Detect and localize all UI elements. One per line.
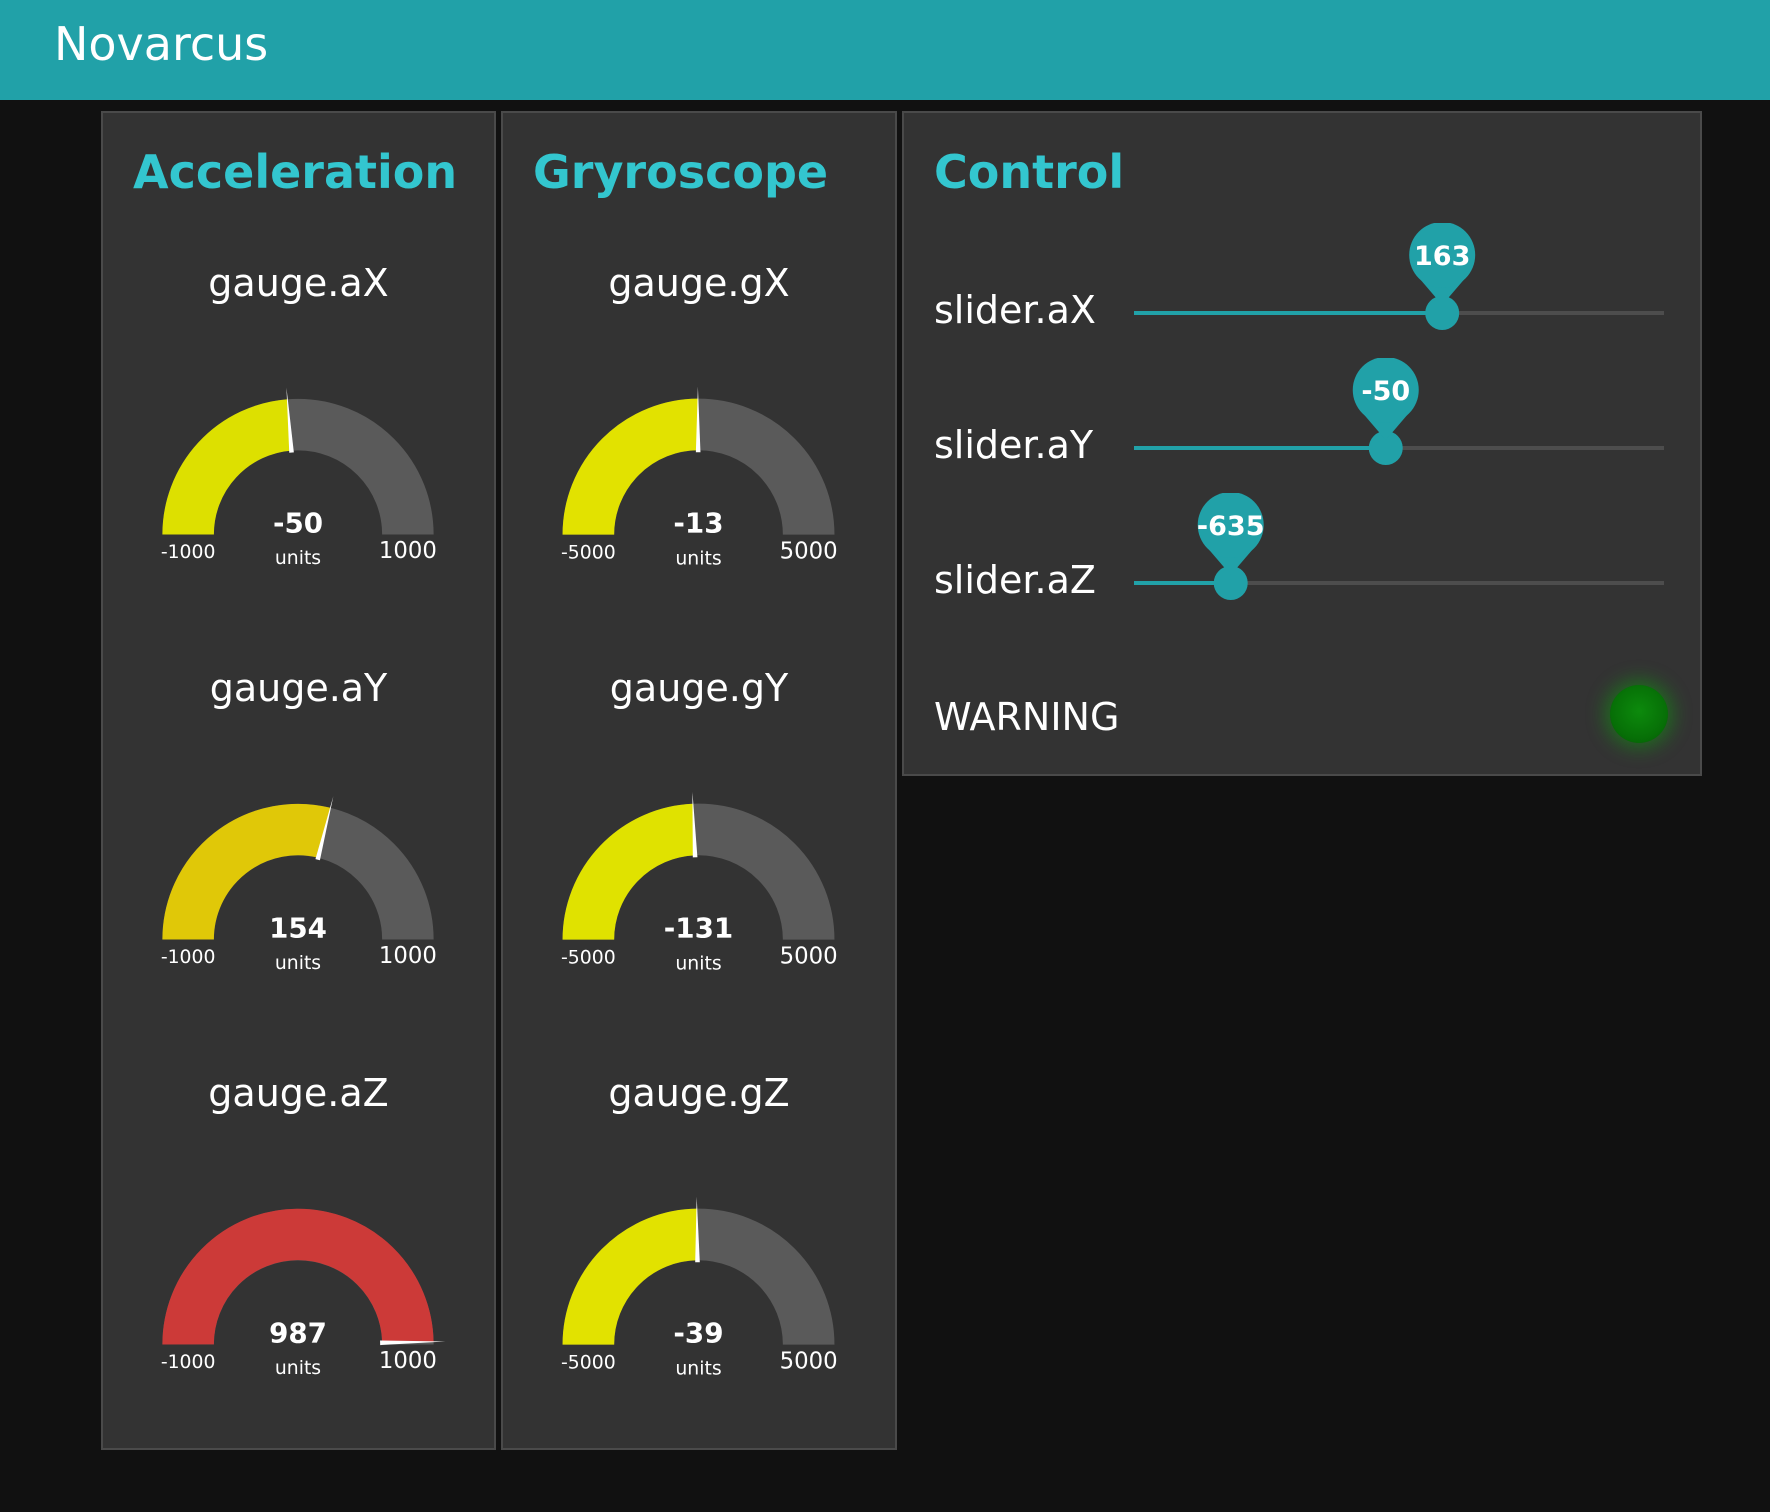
gauge-label-gx: gauge.gX [608,261,790,305]
slider-value: -50 [1361,376,1410,407]
gauge-min: -5000 [561,947,616,968]
gauge-value-arc [162,1208,434,1346]
gauge-max: 5000 [780,1348,838,1374]
gauge-ax: -50 units -1000 1000 [161,387,437,569]
gauge-min: -1000 [161,542,216,563]
gauge-value-arc [562,803,696,941]
gauge-needle [380,1340,446,1346]
gauge-max: 1000 [379,943,437,969]
slider-ay[interactable]: -50 [1124,358,1674,478]
gauge-units: units [675,1358,721,1379]
panel-acceleration: Acceleration gauge.aX -50 units -1000 1000 … [101,111,496,1450]
gauge-value: -39 [673,1317,723,1350]
slider-value-pin [1352,358,1419,423]
gauge-units: units [275,953,321,974]
slider-thumb[interactable] [1368,431,1403,465]
gauge-needle [692,791,698,858]
gauge-max: 1000 [379,538,437,564]
gauge-value-arc [562,1208,699,1346]
slider-value-pin [1197,493,1264,558]
slider-label-az: slider.aZ [934,558,1096,602]
slider-ax[interactable]: 163 [1124,223,1674,343]
slider-az[interactable]: -635 [1124,493,1674,613]
gauge-units: units [675,548,721,569]
panel-control: Control slider.aX 163 slider.aY -50 slid… [902,111,1702,776]
gauge-label-gy: gauge.gY [609,666,789,710]
gauge-gx: -13 units -5000 5000 [561,386,838,569]
gauge-min: -5000 [561,1352,616,1373]
gauge-gy: -131 units -5000 5000 [561,791,838,974]
gauge-min: -5000 [561,542,616,563]
gauge-value: -13 [673,507,723,540]
gauge-label-az: gauge.aZ [208,1071,389,1115]
gauge-min: -1000 [161,1352,216,1373]
gauge-max: 5000 [780,943,838,969]
gauge-needle [315,796,334,861]
gauge-value-arc [162,399,293,536]
slider-label-ax: slider.aX [934,288,1096,332]
gauge-value: 987 [269,1316,327,1349]
gauge-needle [695,1196,700,1263]
gauge-az: 987 units -1000 1000 [161,1208,446,1379]
gauge-value-arc [562,398,700,536]
panel-title-control: Control [934,145,1125,199]
gauge-label-ax: gauge.aX [208,261,389,305]
slider-thumb[interactable] [1425,296,1460,330]
gauge-ay: 154 units -1000 1000 [161,796,437,974]
gauge-value: -131 [664,912,733,945]
gauge-units: units [675,953,721,974]
gauge-max: 5000 [780,538,838,564]
top-bar: Novarcus [0,0,1770,100]
slider-value: -635 [1197,511,1265,542]
slider-label-ay: slider.aY [934,423,1094,467]
gauge-label-ay: gauge.aY [209,666,388,710]
slider-thumb[interactable] [1213,566,1248,600]
gauge-value: -50 [273,506,323,539]
gauge-units: units [275,548,321,569]
gauge-needle [286,387,294,453]
app-title: Novarcus [54,17,269,71]
gauge-min: -1000 [161,947,216,968]
slider-value: 163 [1414,241,1470,272]
gauge-value: 154 [269,911,327,944]
gauge-label-gz: gauge.gZ [608,1071,790,1115]
warning-led-indicator [1610,685,1668,743]
slider-value-pin [1409,223,1476,288]
gauge-needle [695,386,701,453]
gauge-value-arc [162,803,331,941]
gauge-max: 1000 [379,1348,437,1374]
panel-title-acceleration: Acceleration [133,145,458,199]
panel-title-gyroscope: Gryroscope [533,145,829,199]
warning-label: WARNING [934,695,1120,739]
panel-gyroscope: Gryroscope gauge.gX -13 units -5000 5000 ga… [501,111,897,1450]
gauge-gz: -39 units -5000 5000 [561,1196,838,1379]
gauge-units: units [275,1358,321,1379]
